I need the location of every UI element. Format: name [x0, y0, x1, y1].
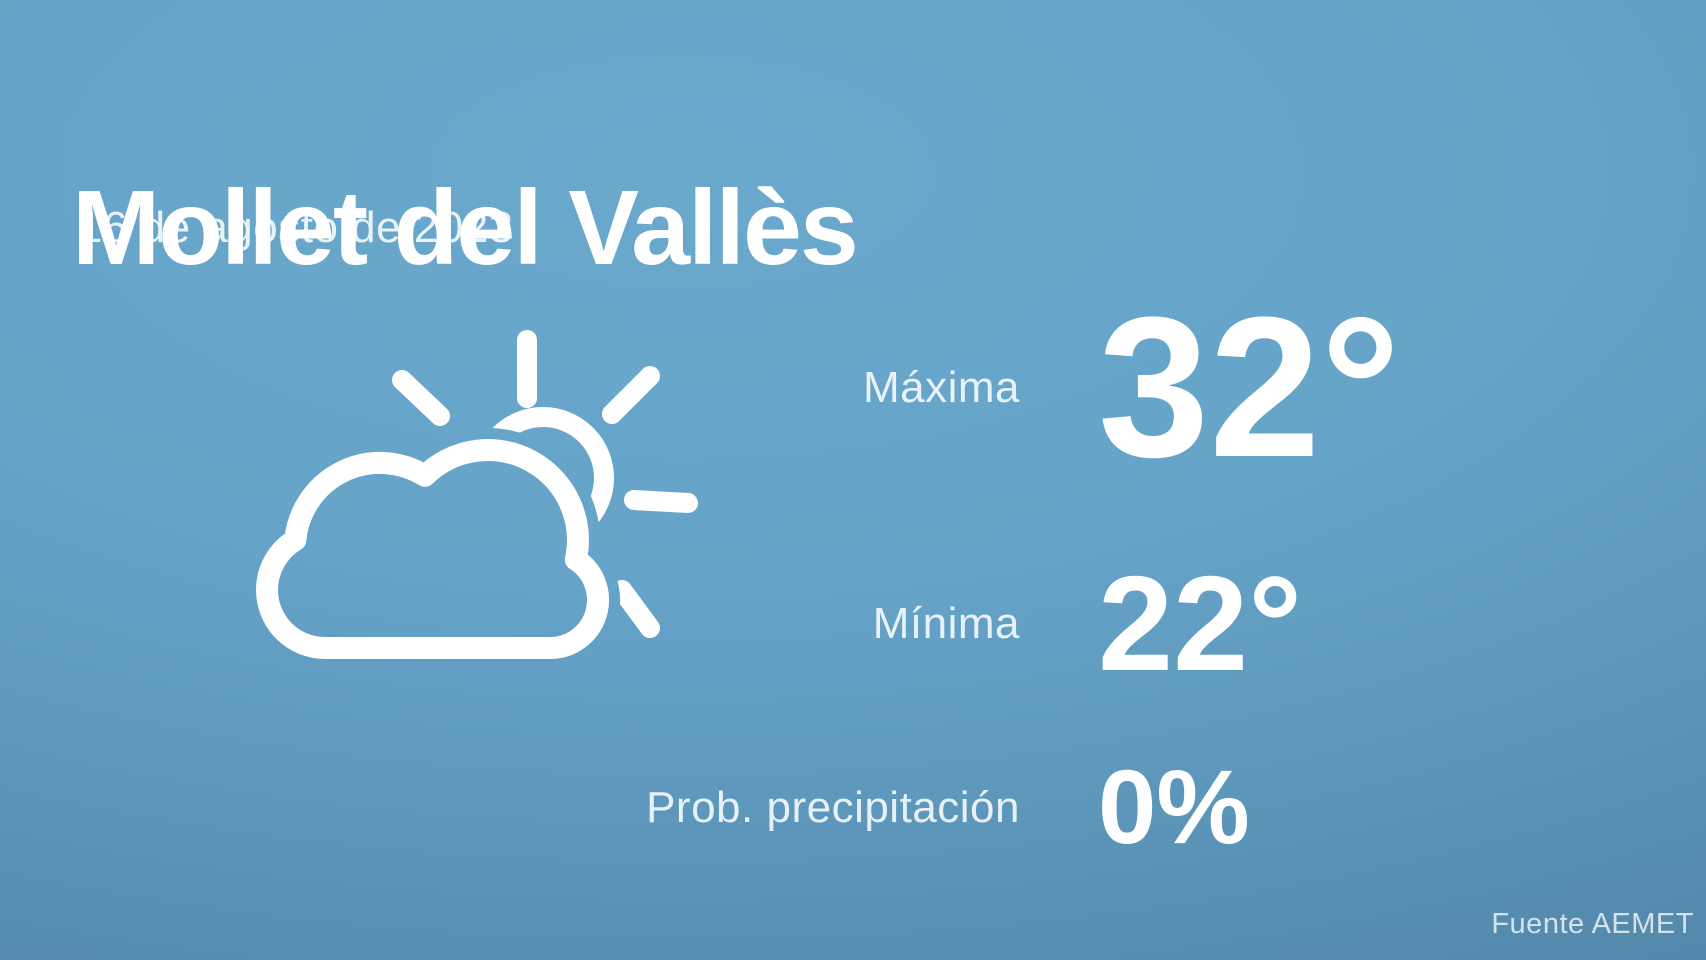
- metric-row-maxima: Máxima 32°: [560, 288, 1400, 488]
- precipitation-label: Prob. precipitación: [646, 782, 1020, 832]
- source-attribution: Fuente AEMET: [1491, 908, 1694, 940]
- metric-row-minima: Mínima 22°: [560, 556, 1302, 691]
- page-title: Mollet del Vallès: [72, 169, 859, 288]
- minima-label: Mínima: [872, 598, 1020, 648]
- maxima-label: Máxima: [862, 363, 1020, 412]
- metric-row-precipitation: Prob. precipitación 0%: [560, 755, 1250, 860]
- date-subtitle: 16 de agosto de 2023: [78, 203, 514, 252]
- maxima-value: 32°: [1098, 276, 1401, 499]
- sun-behind-cloud-icon: [230, 290, 700, 660]
- precipitation-value: 0%: [1098, 749, 1250, 866]
- minima-value: 22°: [1098, 548, 1303, 699]
